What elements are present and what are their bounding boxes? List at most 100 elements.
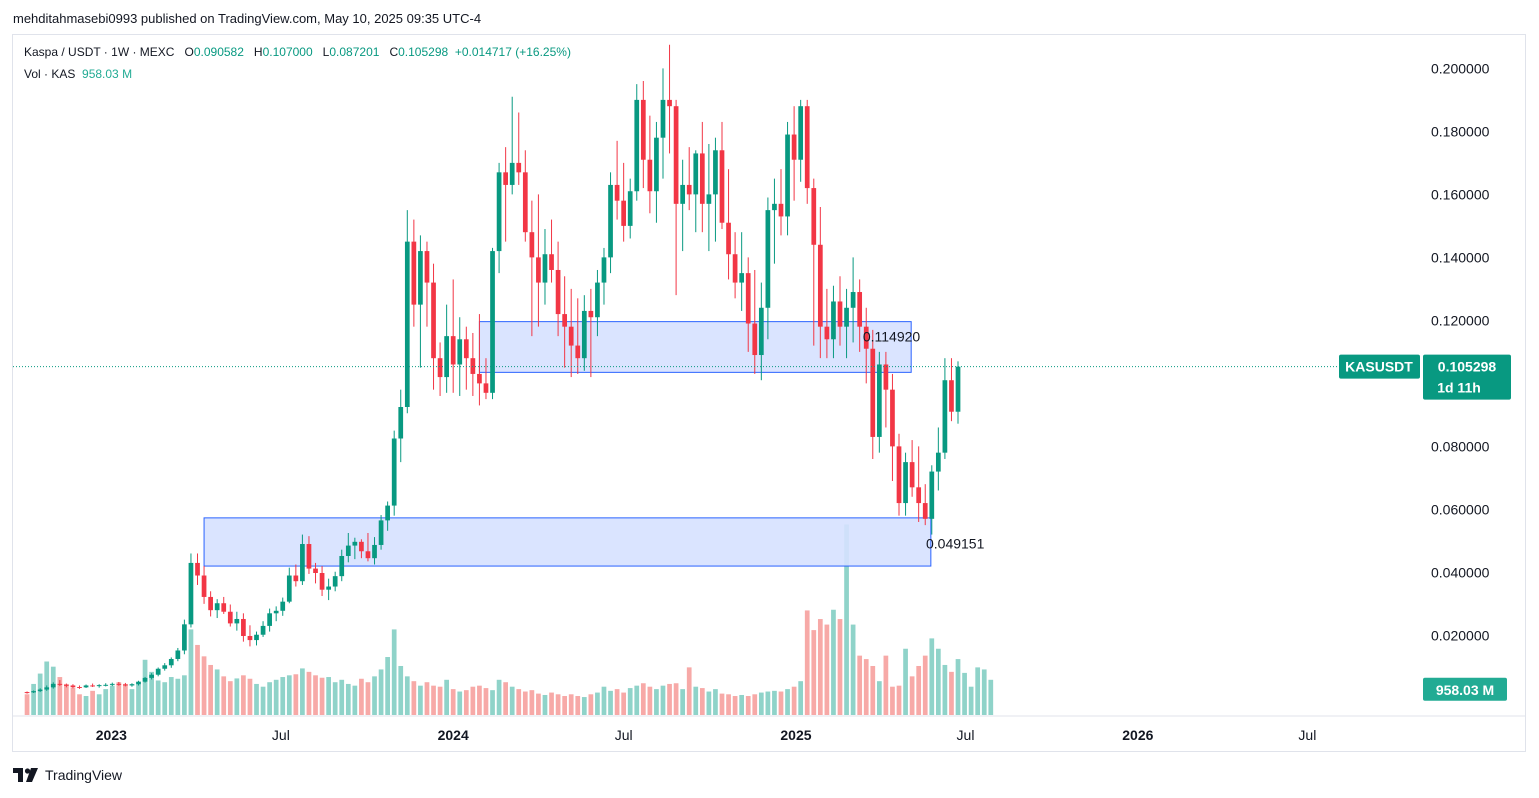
volume-bar xyxy=(208,664,213,715)
volume-bar xyxy=(614,689,620,715)
footer-branding[interactable]: TradingView xyxy=(13,767,122,783)
candle xyxy=(431,263,436,390)
chart-legend: Kaspa / USDT · 1W · MEXC O0.090582 H0.10… xyxy=(24,45,571,59)
candle-body xyxy=(70,685,76,688)
candle-series xyxy=(24,44,961,694)
candle xyxy=(844,288,849,359)
level-label: 0.114920 xyxy=(863,328,921,344)
volume-bar xyxy=(136,683,141,715)
volume-bar xyxy=(431,685,436,715)
candle-body xyxy=(227,611,233,624)
volume-bar xyxy=(699,688,705,715)
volume-bar xyxy=(863,659,869,715)
candle-body xyxy=(798,106,804,160)
candle-body xyxy=(844,307,849,327)
volume-bar xyxy=(909,676,915,715)
chart-canvas[interactable]: 0.114920 0.049151 0.200000 0.180000 0.160000… xyxy=(13,35,1525,751)
volume-bar xyxy=(896,685,902,715)
candle-body xyxy=(654,137,659,192)
time-tick-label: 2024 xyxy=(438,727,469,743)
legend-low-value: 0.087201 xyxy=(329,45,380,59)
candle xyxy=(293,564,299,587)
candle xyxy=(260,621,266,637)
candle-body xyxy=(785,134,790,217)
volume-bar xyxy=(968,686,974,715)
candle-body xyxy=(765,210,771,308)
candle xyxy=(929,465,935,535)
candle xyxy=(359,539,364,559)
candle-body xyxy=(201,575,207,597)
legend-symbol[interactable]: Kaspa / USDT · 1W · MEXC xyxy=(24,45,175,59)
volume-bar xyxy=(752,694,758,715)
volume-bar xyxy=(686,667,692,715)
volume-bar xyxy=(162,682,168,715)
candle xyxy=(57,680,63,687)
volume-bar xyxy=(745,696,751,715)
volume-bar xyxy=(824,624,830,715)
volume-bar xyxy=(260,686,266,715)
volume-bar xyxy=(673,683,679,715)
candle xyxy=(831,285,836,359)
candle xyxy=(601,247,607,305)
legend-close-value: 0.105298 xyxy=(398,45,449,59)
candle-body xyxy=(772,203,777,211)
volume-bar xyxy=(693,686,699,715)
candle xyxy=(680,159,686,252)
candle-body xyxy=(109,683,115,685)
candle-body xyxy=(221,603,227,612)
price-tag-countdown: 1d 11h xyxy=(1437,380,1481,396)
candle-body xyxy=(667,99,672,107)
candle-body xyxy=(24,692,30,694)
candle xyxy=(31,690,36,694)
candle xyxy=(699,121,705,233)
last-price-tag: KASUSDT 0.105298 1d 11h xyxy=(1339,354,1511,400)
volume-legend-label[interactable]: Vol · KAS xyxy=(24,67,76,81)
volume-bar xyxy=(201,656,207,715)
candle-body xyxy=(450,336,456,365)
level-label: 0.049151 xyxy=(926,535,985,551)
candle-body xyxy=(260,625,266,635)
candle xyxy=(234,611,240,631)
candle xyxy=(195,553,200,585)
candle-body xyxy=(77,687,82,689)
volume-bar xyxy=(667,683,672,715)
candle-body xyxy=(352,541,358,546)
volume-bar xyxy=(811,630,817,715)
candle-body xyxy=(614,184,620,201)
candle-body xyxy=(949,380,954,412)
candle-body xyxy=(739,273,745,283)
candle-body xyxy=(116,683,122,685)
candle-body xyxy=(549,254,554,270)
volume-bar xyxy=(660,685,666,715)
candle-body xyxy=(306,544,312,569)
volume-bar xyxy=(981,669,987,715)
volume-bar xyxy=(411,681,417,715)
candle-body xyxy=(470,358,476,374)
candle xyxy=(713,137,718,242)
candle xyxy=(903,452,908,516)
candle-body xyxy=(155,668,161,675)
price-tick-label: 0.180000 xyxy=(1431,123,1490,139)
candle-body xyxy=(162,665,168,669)
candle-body xyxy=(195,562,200,576)
volume-bar xyxy=(70,687,76,715)
volume-bar xyxy=(175,678,181,715)
candle xyxy=(365,532,371,562)
candle-body xyxy=(372,544,377,559)
volume-bar xyxy=(195,644,200,715)
candle xyxy=(372,537,377,565)
candle xyxy=(883,351,889,428)
volume-bar xyxy=(332,682,338,715)
candle-body xyxy=(831,301,836,340)
candle-body xyxy=(168,658,174,666)
candle-body xyxy=(837,301,843,327)
volume-bar xyxy=(588,694,594,715)
volume-bar xyxy=(870,665,876,715)
candle-body xyxy=(876,364,882,437)
volume-bar xyxy=(188,629,194,715)
candle-body xyxy=(719,150,725,223)
chart-frame[interactable]: 0.114920 0.049151 0.200000 0.180000 0.160000… xyxy=(12,34,1526,752)
candle xyxy=(693,150,699,233)
volume-bar xyxy=(955,659,961,715)
price-tick-label: 0.060000 xyxy=(1431,501,1490,517)
